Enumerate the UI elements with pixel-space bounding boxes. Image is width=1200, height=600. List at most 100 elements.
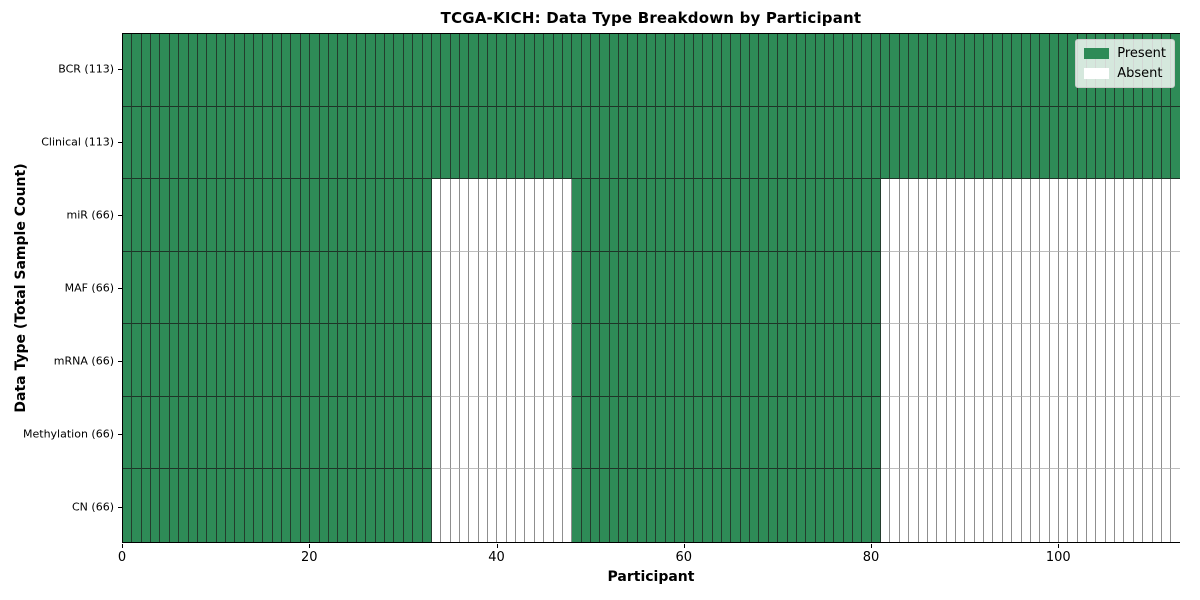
heatmap-cell [403,469,414,543]
heatmap-cell [562,324,573,397]
heatmap-cell [394,34,404,107]
heatmap-cell [656,396,666,470]
heatmap-cell [984,324,994,397]
heatmap-cell [488,324,498,397]
heatmap-cell [853,396,863,470]
heatmap-cell [328,106,339,180]
heatmap-cell [375,469,386,543]
heatmap-cell [712,34,722,107]
heatmap-cell [824,251,835,325]
heatmap-cell [366,34,376,107]
heatmap-cell [197,324,208,397]
heatmap-cell [600,396,610,470]
heatmap-cell [1161,179,1172,252]
y-tick-label: MAF (66) [64,281,114,295]
heatmap-cell [890,396,900,470]
heatmap-cell [488,106,498,180]
heatmap-cell [328,396,339,470]
heatmap-cell [675,396,685,470]
heatmap-cell [478,34,489,107]
heatmap-cell [862,396,872,470]
heatmap-cell [768,34,779,107]
heatmap-cell [179,251,189,325]
heatmap-cell [843,34,854,107]
heatmap-cell [151,106,161,180]
heatmap-cell [834,469,844,543]
heatmap-cell [310,396,320,470]
heatmap-cell [843,324,854,397]
heatmap-cell [160,469,170,543]
heatmap-cell [871,324,882,397]
heatmap-cell [310,106,320,180]
heatmap-cell [862,324,872,397]
heatmap-cell [403,34,414,107]
y-tick-label: miR (66) [66,208,115,222]
heatmap-cell [946,469,956,543]
heatmap-cell [1021,106,1031,180]
heatmap-cell [141,396,152,470]
heatmap-cell [338,251,348,325]
heatmap-cell [534,34,545,107]
heatmap-cell [1030,34,1041,107]
heatmap-cell [1105,251,1116,325]
heatmap-cell [132,396,142,470]
heatmap-cell [132,251,142,325]
heatmap-cell [132,106,142,180]
heatmap-cell [319,106,329,180]
y-tick-mark [118,433,122,435]
heatmap-cell [179,469,189,543]
heatmap-cell [450,179,460,252]
heatmap-cell [300,34,311,107]
heatmap-cell [1161,324,1172,397]
heatmap-cell [488,469,498,543]
heatmap-cell [235,396,245,470]
heatmap-cell [1077,251,1088,325]
heatmap-cell [740,324,751,397]
heatmap-cell [375,396,386,470]
heatmap-cell [422,179,432,252]
heatmap-cell [254,324,264,397]
y-tick-mark [118,506,122,508]
heatmap-cell [787,251,797,325]
heatmap-cell [300,324,311,397]
heatmap-cell [516,469,526,543]
heatmap-cell [141,34,152,107]
heatmap-cell [263,251,273,325]
heatmap-cell [197,106,208,180]
heatmap-cell [1012,106,1022,180]
heatmap-cell [955,179,966,252]
heatmap-cell [366,396,376,470]
heatmap-cell [282,106,292,180]
heatmap-cell [665,179,676,252]
heatmap-cell [385,396,395,470]
heatmap-cell [937,106,947,180]
heatmap-cell [572,469,582,543]
heatmap-cell [263,106,273,180]
heatmap-cell [516,251,526,325]
heatmap-cell [722,396,732,470]
heatmap-cell [534,324,545,397]
heatmap-cell [675,34,685,107]
heatmap-cell [993,396,1003,470]
heatmap-cell [984,469,994,543]
heatmap-cell [394,251,404,325]
heatmap-cell [871,34,882,107]
heatmap-cell [216,34,226,107]
heatmap-cell [955,251,966,325]
heatmap-cell [497,396,507,470]
heatmap-cell [955,469,966,543]
heatmap-cell [703,251,713,325]
x-axis-label: Participant [607,569,695,585]
heatmap-cell [562,106,573,180]
heatmap-cell [796,179,807,252]
heatmap-cell [787,324,797,397]
heatmap-cell [862,469,872,543]
heatmap-cell [665,106,676,180]
heatmap-cell [722,469,732,543]
heatmap-cell [946,324,956,397]
heatmap-cell [946,34,956,107]
heatmap-cell [179,34,189,107]
heatmap-cell [1115,179,1125,252]
heatmap-cell [815,396,825,470]
heatmap-cell [450,469,460,543]
